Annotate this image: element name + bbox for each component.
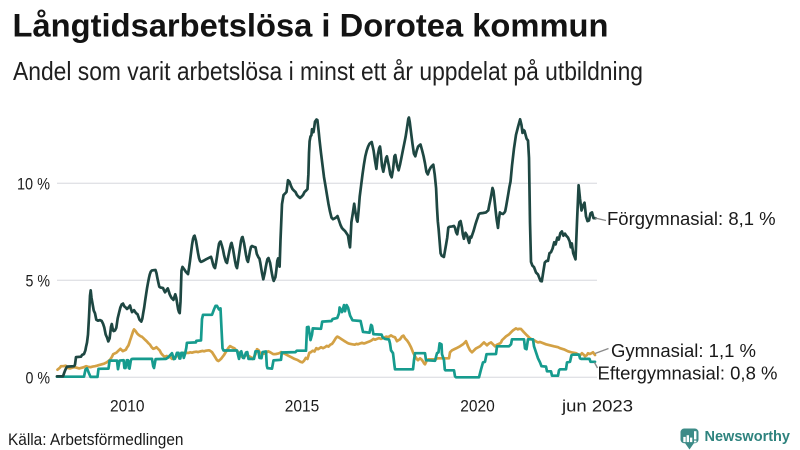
svg-text:2010: 2010	[110, 396, 145, 415]
svg-text:10 %: 10 %	[17, 175, 50, 194]
svg-text:5 %: 5 %	[26, 272, 51, 291]
svg-text:Newsworthy: Newsworthy	[705, 429, 791, 445]
svg-text:jun 2023: jun 2023	[561, 396, 633, 415]
svg-text:Andel som varit arbetslösa i m: Andel som varit arbetslösa i minst ett å…	[13, 56, 643, 86]
svg-text:Källa: Arbetsförmedlingen: Källa: Arbetsförmedlingen	[8, 430, 184, 449]
svg-text:Långtidsarbetslösa i Dorotea k: Långtidsarbetslösa i Dorotea kommun	[13, 8, 609, 44]
svg-text:0 %: 0 %	[26, 369, 51, 388]
svg-text:2015: 2015	[285, 396, 320, 415]
svg-text:Förgymnasial: 8,1 %: Förgymnasial: 8,1 %	[607, 208, 776, 229]
svg-text:Eftergymnasial: 0,8 %: Eftergymnasial: 0,8 %	[598, 363, 778, 384]
svg-text:Gymnasial: 1,1 %: Gymnasial: 1,1 %	[611, 340, 756, 361]
svg-text:2020: 2020	[460, 396, 495, 415]
